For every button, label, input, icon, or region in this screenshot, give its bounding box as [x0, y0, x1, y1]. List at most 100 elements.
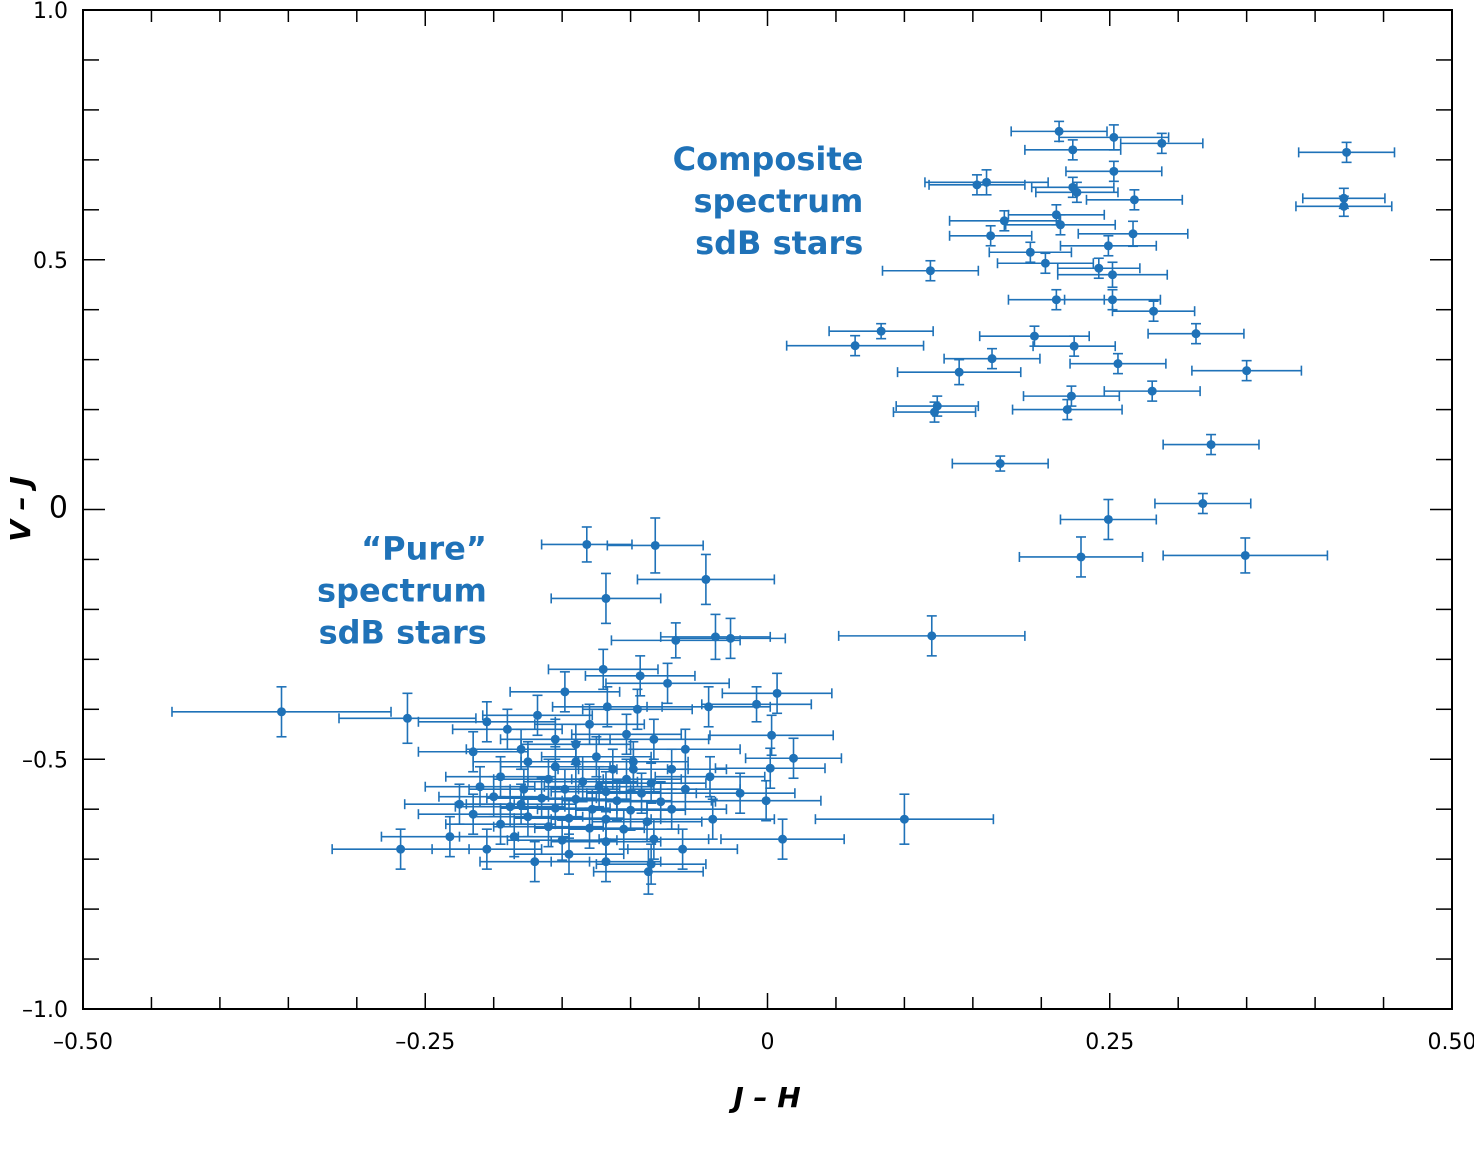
point-marker — [533, 710, 543, 720]
point-marker — [516, 799, 526, 809]
point-marker — [656, 797, 666, 807]
data-point — [598, 718, 710, 761]
point-marker — [1040, 258, 1050, 268]
data-point — [509, 671, 621, 713]
data-point — [700, 686, 813, 723]
data-point — [951, 455, 1049, 472]
data-point — [881, 259, 980, 282]
point-marker — [1242, 366, 1252, 376]
point-marker — [621, 729, 631, 739]
data-point — [543, 765, 655, 808]
point-marker — [1072, 187, 1082, 197]
data-point — [1058, 124, 1170, 151]
point-marker — [445, 832, 455, 842]
y-tick-label: 0.5 — [33, 249, 68, 274]
point-marker — [585, 719, 595, 729]
point-marker — [482, 844, 492, 854]
y-tick-label: 1.0 — [33, 0, 68, 24]
data-point — [451, 708, 563, 751]
point-marker — [1103, 514, 1113, 524]
point-marker — [560, 687, 570, 697]
point-marker — [571, 757, 581, 767]
data-point — [444, 755, 557, 798]
data-point — [1010, 120, 1108, 143]
point-marker — [619, 824, 629, 834]
data-point — [444, 803, 557, 845]
data-point — [575, 789, 687, 831]
data-point — [1085, 189, 1184, 211]
point-marker — [1149, 306, 1159, 316]
point-marker — [628, 764, 638, 774]
point-marker — [678, 844, 688, 854]
point-marker — [705, 772, 715, 782]
point-marker — [598, 664, 608, 674]
data-point — [1119, 132, 1204, 155]
point-marker — [987, 354, 997, 364]
x-axis-title: J – H — [728, 1081, 800, 1114]
x-tick-label: 0.25 — [1085, 1030, 1134, 1055]
data-point — [948, 224, 1033, 247]
point-marker — [591, 752, 601, 762]
tick-labels: –0.50 –0.25 0 0.25 0.501.00.50–0.5–1.0 — [22, 0, 1474, 1055]
point-marker — [930, 407, 940, 417]
point-marker — [726, 633, 736, 643]
point-marker — [564, 849, 574, 859]
point-marker — [1113, 359, 1123, 369]
data-point — [1056, 261, 1169, 289]
data-point — [1004, 213, 1117, 236]
data-point — [606, 517, 704, 574]
data-point — [577, 748, 689, 791]
data-point — [171, 686, 392, 738]
point-marker — [612, 796, 622, 806]
data-point — [568, 808, 680, 850]
point-marker — [550, 734, 560, 744]
point-marker — [543, 822, 553, 832]
data-point — [1069, 352, 1167, 375]
data-point — [646, 686, 772, 728]
data-point — [837, 615, 1026, 657]
point-marker — [708, 814, 718, 824]
data-point — [481, 694, 594, 737]
data-point — [598, 818, 710, 860]
data-point — [1162, 433, 1260, 456]
point-marker — [761, 796, 771, 806]
y-tick-label: –0.5 — [22, 748, 68, 773]
point-marker — [557, 835, 567, 845]
point-marker — [621, 774, 631, 784]
point-marker — [530, 857, 540, 867]
data-point — [948, 209, 1060, 232]
data-point — [814, 793, 995, 845]
data-point — [585, 772, 698, 814]
data-point — [431, 828, 543, 870]
point-marker — [876, 326, 886, 336]
point-marker — [643, 867, 653, 877]
x-tick-label: –0.25 — [395, 1030, 455, 1055]
pure-label-line: “Pure” — [361, 529, 487, 567]
x-tick-label: 0 — [761, 1030, 775, 1055]
point-marker — [772, 688, 782, 698]
point-marker — [1128, 229, 1138, 239]
point-marker — [680, 784, 690, 794]
x-tick-label: 0.50 — [1428, 1030, 1474, 1055]
point-marker — [701, 574, 711, 584]
point-marker — [396, 844, 406, 854]
point-marker — [523, 812, 533, 822]
point-marker — [1191, 329, 1201, 339]
point-marker — [1069, 341, 1079, 351]
annotations: Composite spectrum sdB stars “Pure” spectrum… — [317, 140, 863, 652]
point-marker — [1055, 220, 1065, 230]
point-marker — [650, 540, 660, 550]
data-point — [338, 692, 477, 745]
data-point — [996, 252, 1095, 275]
data-point — [924, 169, 1049, 196]
data-point — [1111, 300, 1196, 322]
data-point — [1191, 359, 1303, 382]
point-marker — [582, 539, 592, 549]
point-marker — [1342, 147, 1352, 157]
point-marker — [789, 753, 799, 763]
data-point — [1162, 537, 1329, 574]
data-points — [171, 120, 1396, 895]
point-marker — [1094, 263, 1104, 273]
point-marker — [1109, 166, 1119, 176]
x-tick-label: –0.50 — [53, 1030, 113, 1055]
